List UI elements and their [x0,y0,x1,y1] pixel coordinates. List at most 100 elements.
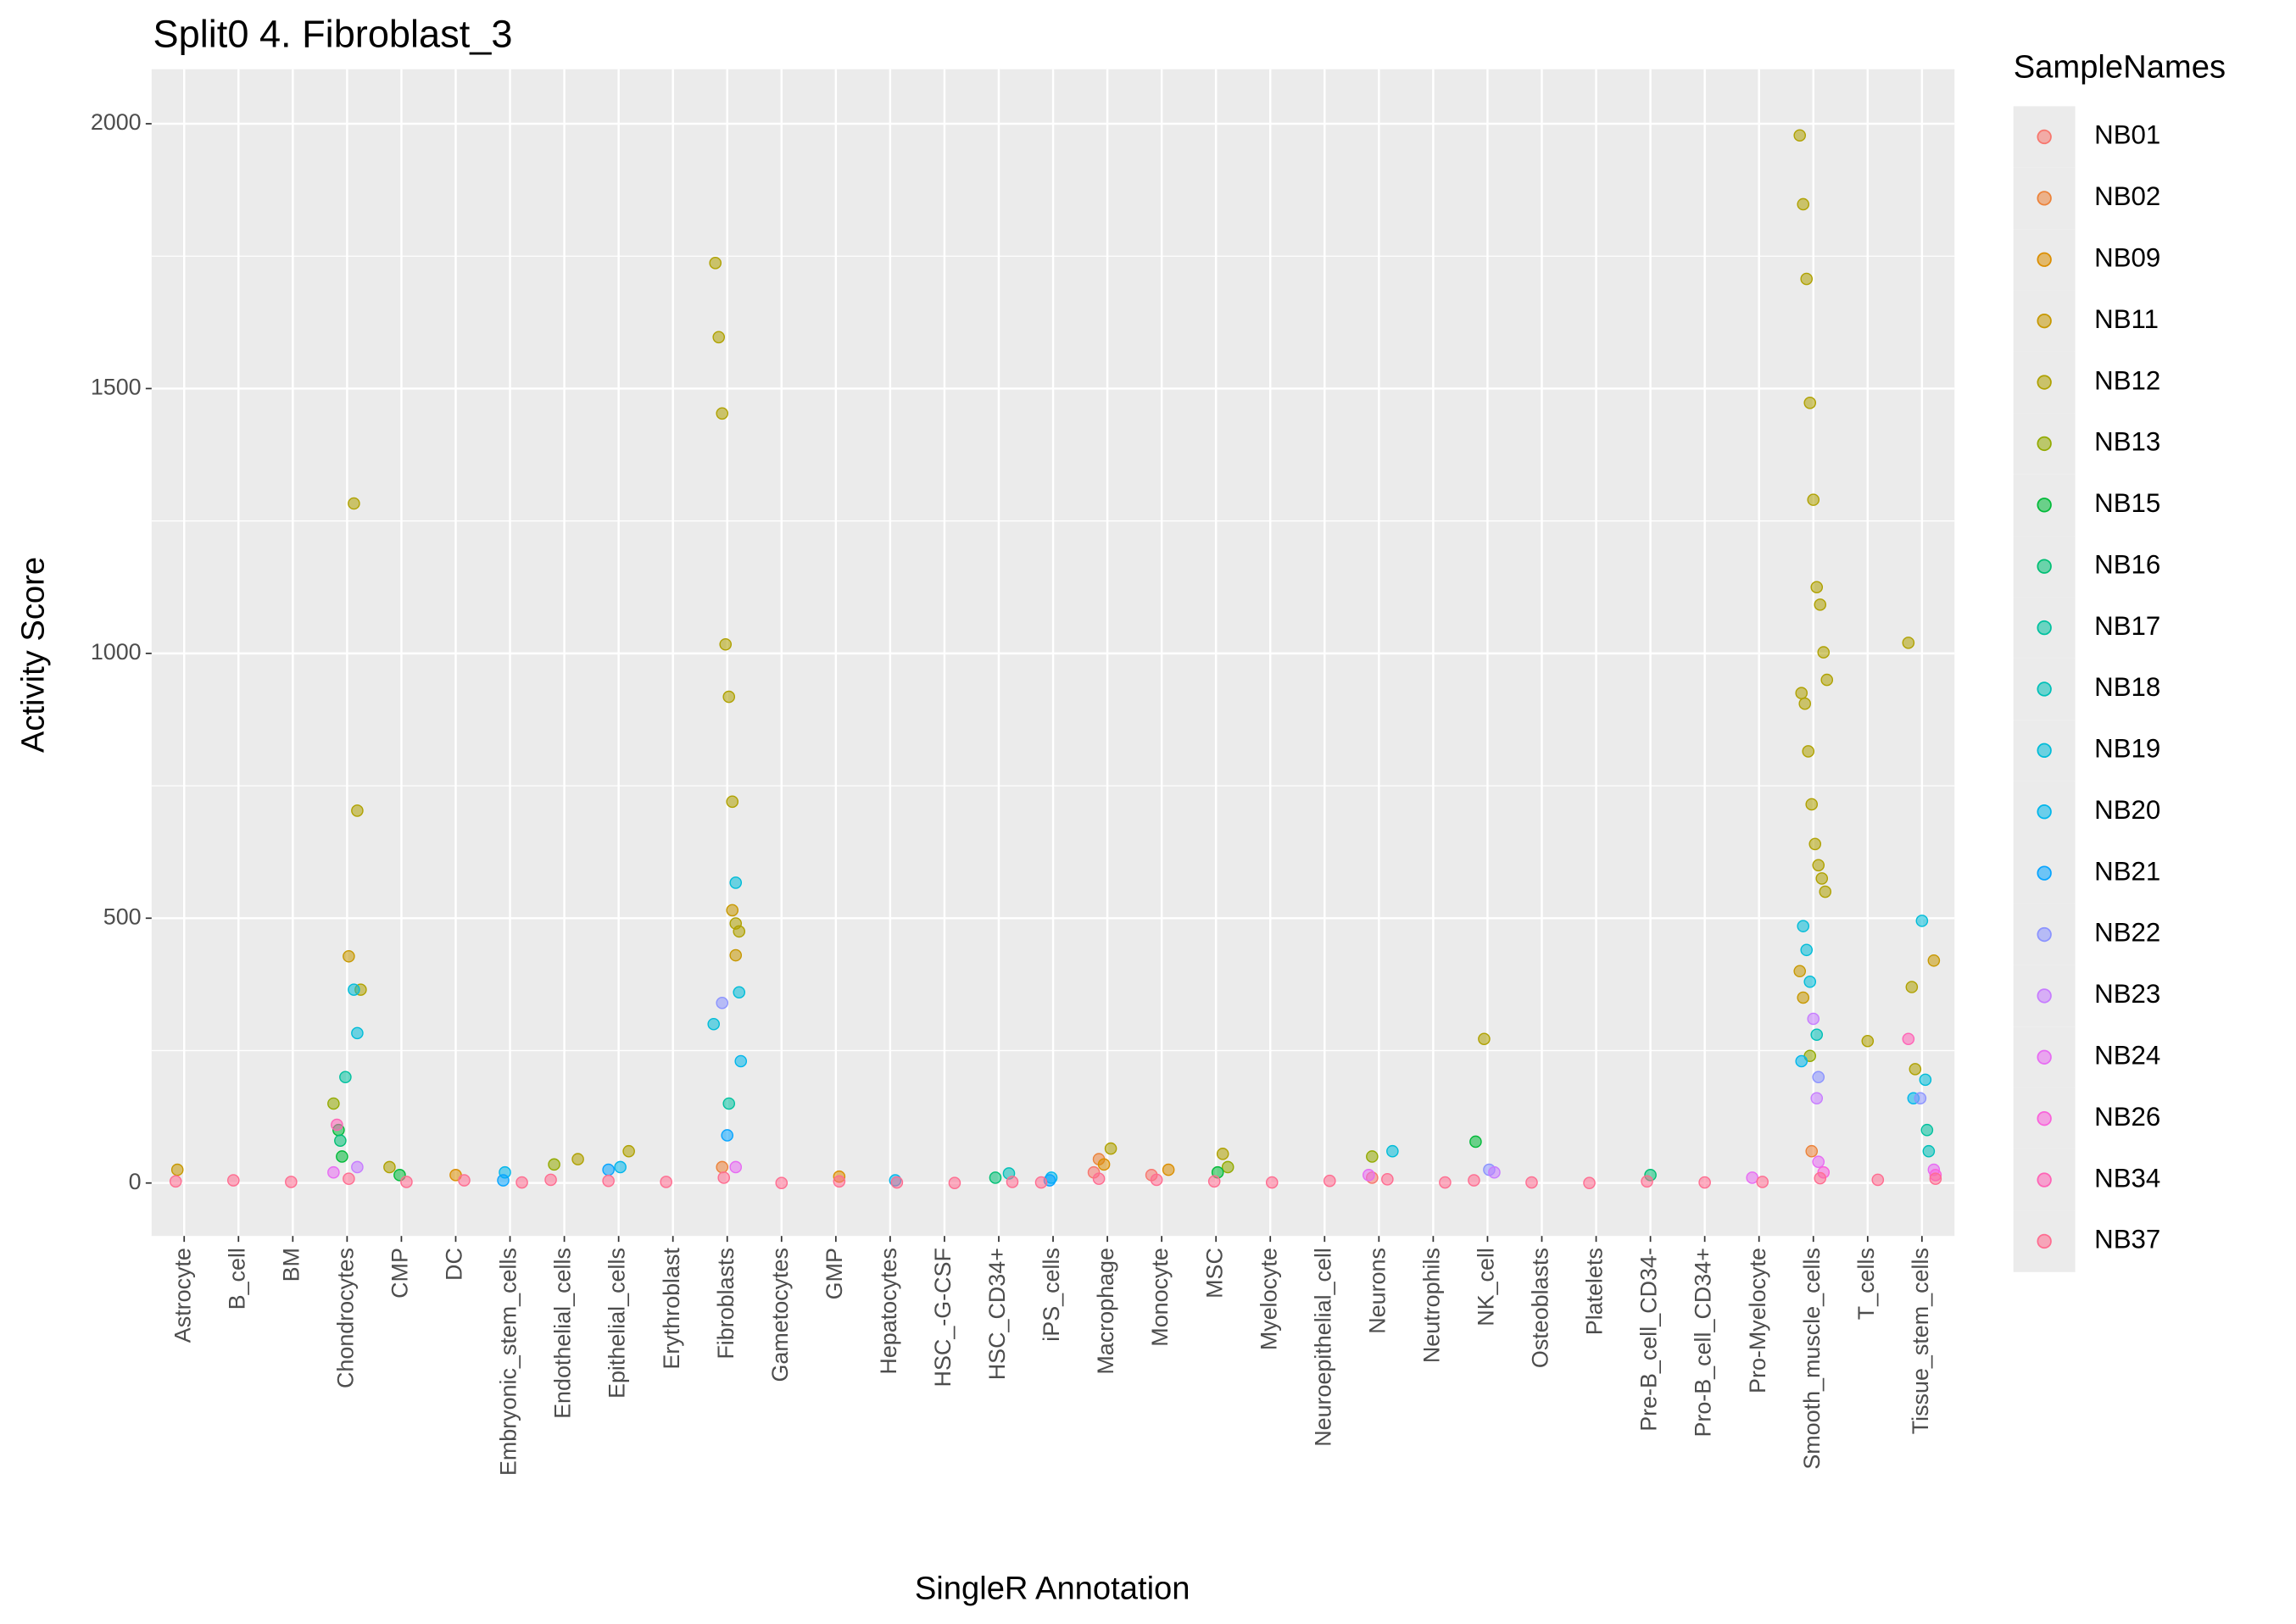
x-tick-label: B_cell [224,1248,249,1310]
legend-label: NB24 [2094,1041,2160,1071]
x-tick-label: Neutrophils [1418,1248,1444,1363]
point [1802,745,1815,758]
point [343,949,355,963]
legend-swatch [2037,191,2052,206]
point [1698,1176,1711,1189]
point [544,1173,557,1187]
point [1104,1142,1117,1155]
x-tick-label: Fibroblasts [713,1248,738,1360]
point [1265,1176,1279,1189]
point [890,1176,904,1189]
point [1221,1160,1234,1174]
points [169,129,1942,1190]
point [1381,1173,1394,1186]
point [339,1071,352,1084]
point [733,986,746,999]
x-tick-label: Macrophage [1093,1248,1118,1375]
chart-title: Split0 4. Fibroblast_3 [153,12,513,55]
point [285,1176,298,1188]
legend-swatch [2037,1049,2052,1065]
legend-swatch [2037,129,2052,145]
point [1805,798,1819,811]
point [1797,197,1810,211]
point [1922,1144,1936,1158]
point [1468,1174,1480,1187]
point [989,1171,1002,1184]
point [348,983,360,996]
point [716,1160,729,1174]
legend-swatch [2037,375,2052,390]
point [1162,1163,1175,1176]
point [170,1163,184,1176]
point [1797,991,1810,1004]
point [729,1160,743,1174]
point [1920,1123,1934,1137]
legend-label: NB12 [2094,365,2160,395]
x-tick-label: Osteoblasts [1528,1248,1553,1368]
point [1805,1144,1819,1158]
point [1795,687,1808,700]
x-tick-label: Epithelial_cells [605,1248,630,1399]
point [712,331,726,344]
point [348,497,360,510]
x-tick-label: HSC_-G-CSF [930,1248,956,1387]
point [833,1175,846,1188]
point [1756,1176,1769,1188]
x-tick-label: Pro-Myelocyte [1745,1248,1770,1393]
legend-label: NB18 [2094,672,2160,702]
x-tick-label: HSC_CD34+ [984,1248,1010,1380]
point [1905,981,1919,993]
point [707,1017,721,1031]
x-tick-label: CMP [387,1248,413,1299]
point [400,1176,413,1188]
point [1800,943,1814,957]
x-tick-label: Tissue_stem_cells [1908,1248,1933,1434]
y-tick-label: 0 [129,1169,142,1194]
x-tick-label: Platelets [1582,1248,1608,1335]
point [1902,637,1915,649]
x-tick-label: Embryonic_stem_cells [496,1248,521,1476]
point [327,1097,340,1110]
point [1815,872,1829,885]
point [716,407,729,420]
point [719,637,733,651]
point [1812,1071,1825,1084]
legend-label: NB19 [2094,734,2160,764]
point [948,1176,961,1190]
x-tick-label: Pre-B_cell_CD34- [1636,1248,1662,1432]
x-tick-label: Gametocytes [767,1248,793,1382]
legend-swatch [2037,804,2052,820]
x-tick-label: Neuroepithelial_cell [1310,1248,1335,1447]
x-tick-label: GMP [822,1248,847,1299]
legend-swatch [2037,559,2052,574]
point [1488,1165,1501,1179]
point [1798,697,1812,710]
point [726,904,739,917]
point [351,804,364,817]
point [602,1174,615,1187]
point [614,1160,627,1174]
legend-swatch [2037,926,2052,943]
legend-label: NB09 [2094,243,2160,273]
point [1216,1148,1229,1160]
point [622,1144,635,1158]
point [1092,1172,1106,1186]
legend-swatch [2037,1110,2052,1126]
point [334,1134,347,1148]
legend-swatch [2037,988,2052,1004]
x-tick-label: Myelocyte [1256,1248,1281,1350]
y-tick-label: 1500 [91,375,142,400]
point [571,1153,584,1165]
grid [151,69,1955,1237]
point [722,1097,736,1110]
legend-label: NB20 [2094,795,2160,825]
x-tick-label: NK_cell [1474,1248,1499,1326]
legend-swatch [2037,436,2052,452]
x-tick-label: Monocyte [1147,1248,1173,1347]
x-tick-label: Smooth_muscle_cells [1799,1248,1825,1470]
point [1909,1063,1922,1076]
point [226,1174,240,1187]
point [602,1163,615,1176]
point [1207,1175,1221,1188]
